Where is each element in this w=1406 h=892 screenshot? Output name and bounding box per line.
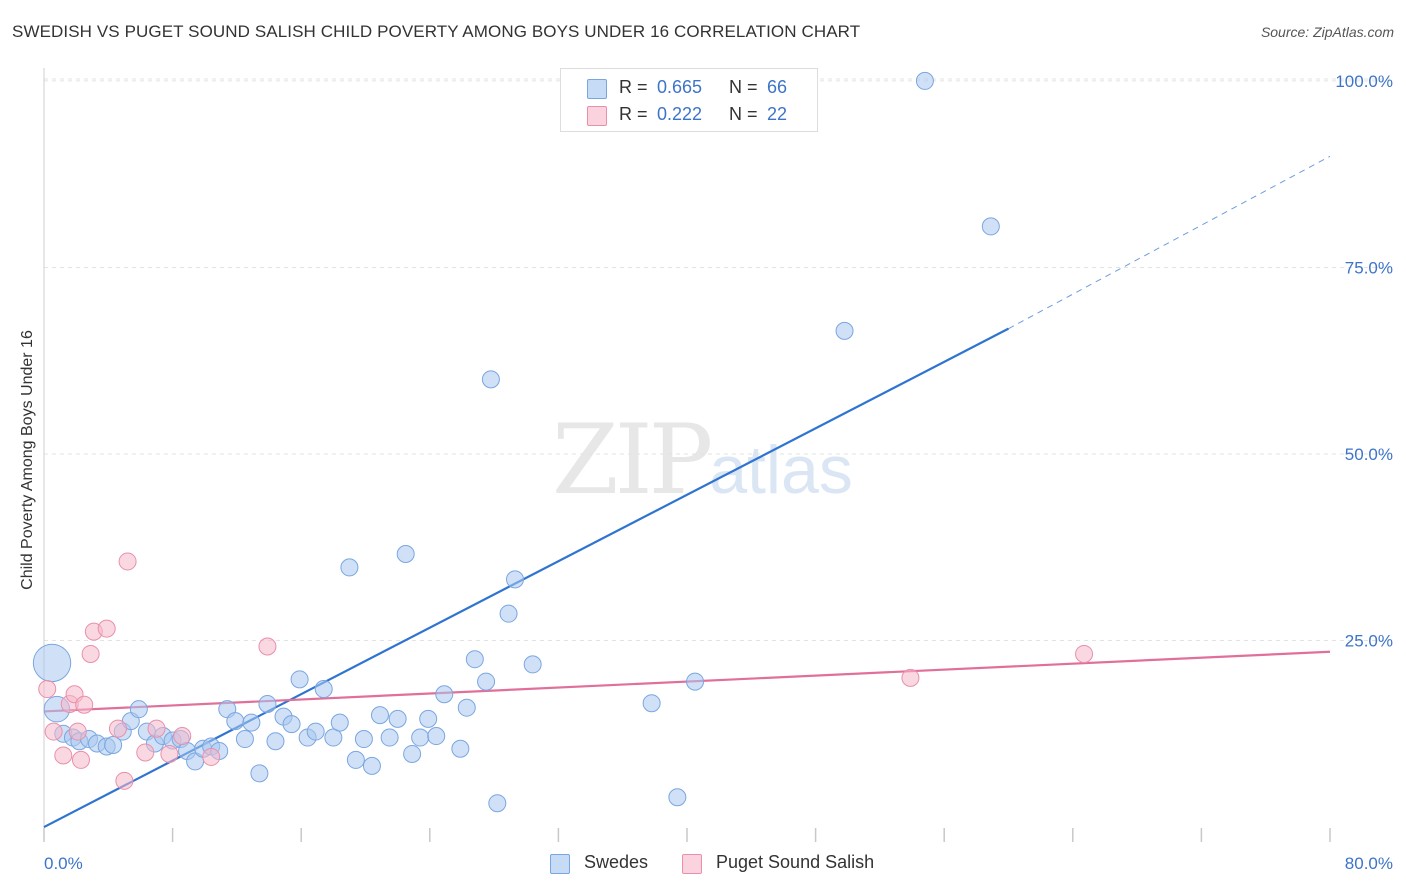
point-swedes bbox=[282, 715, 301, 734]
legend-swatch-swedes bbox=[587, 79, 607, 99]
point-swedes bbox=[346, 750, 365, 769]
point-swedes bbox=[250, 764, 269, 783]
grid-lines bbox=[44, 78, 1390, 642]
trend-extension-swedes bbox=[1008, 155, 1331, 330]
legend-n-value: 66 bbox=[767, 77, 788, 97]
point-swedes bbox=[915, 71, 934, 90]
point-salish bbox=[160, 744, 179, 763]
tick-labels: 25.0% 50.0% 75.0% 100.0% 0.0% 80.0% bbox=[44, 72, 1393, 873]
point-salish bbox=[54, 746, 73, 765]
point-salish bbox=[1075, 644, 1094, 663]
point-swedes bbox=[477, 672, 496, 691]
legend-r-label: R = bbox=[619, 77, 648, 97]
point-salish bbox=[136, 743, 155, 762]
point-swedes bbox=[380, 728, 399, 747]
point-salish bbox=[71, 750, 90, 769]
legend-row-swedes: R = 0.665 N = 66 bbox=[561, 73, 817, 101]
legend-swatch-salish bbox=[587, 106, 607, 126]
bottom-legend-label-swedes: Swedes bbox=[584, 852, 649, 872]
point-salish bbox=[75, 695, 94, 714]
bottom-legend-swatch-swedes bbox=[550, 854, 570, 874]
point-swedes bbox=[370, 706, 389, 725]
point-swedes bbox=[242, 713, 261, 732]
point-swedes bbox=[354, 730, 373, 749]
x-tick-label-min: 0.0% bbox=[44, 854, 83, 873]
point-swedes bbox=[388, 709, 407, 728]
point-swedes bbox=[266, 732, 285, 751]
point-salish bbox=[38, 680, 57, 699]
point-swedes bbox=[465, 650, 484, 669]
y-tick-label: 25.0% bbox=[1345, 632, 1393, 651]
point-salish bbox=[97, 619, 116, 638]
legend-n-label: N = bbox=[729, 104, 758, 124]
point-salish bbox=[173, 727, 192, 746]
legend-r-value: 0.222 bbox=[657, 104, 703, 124]
point-swedes bbox=[306, 722, 325, 741]
point-swedes bbox=[396, 544, 415, 563]
point-swedes bbox=[427, 727, 446, 746]
point-swedes bbox=[330, 713, 349, 732]
point-swedes bbox=[235, 730, 254, 749]
x-tick-label-max: 80.0% bbox=[1345, 854, 1393, 873]
point-salish bbox=[81, 644, 100, 663]
point-salish bbox=[108, 719, 127, 738]
point-swedes bbox=[435, 685, 454, 704]
point-swedes bbox=[104, 736, 123, 754]
point-swedes bbox=[981, 217, 1000, 236]
axes bbox=[43, 68, 1331, 842]
point-swedes bbox=[523, 655, 542, 674]
point-swedes bbox=[488, 794, 507, 813]
point-swedes bbox=[32, 643, 72, 683]
point-swedes bbox=[362, 756, 381, 775]
point-salish bbox=[147, 719, 166, 738]
point-swedes bbox=[258, 694, 277, 713]
point-salish bbox=[118, 552, 137, 571]
point-salish bbox=[901, 668, 920, 687]
point-swedes bbox=[403, 744, 422, 763]
legend-r-label: R = bbox=[619, 104, 648, 124]
point-swedes bbox=[686, 672, 705, 691]
legend-n-value: 22 bbox=[767, 104, 788, 124]
point-swedes bbox=[642, 694, 661, 713]
point-swedes bbox=[457, 698, 476, 717]
y-tick-label: 100.0% bbox=[1335, 72, 1393, 91]
point-swedes bbox=[129, 700, 148, 719]
zipatlas-watermark: ZIPatlas bbox=[552, 404, 853, 516]
point-salish bbox=[202, 747, 221, 766]
point-swedes bbox=[451, 739, 470, 758]
point-swedes bbox=[340, 558, 359, 577]
data-points bbox=[32, 71, 1094, 813]
legend-row-salish: R = 0.222 N = 22 bbox=[561, 100, 817, 128]
point-swedes bbox=[324, 728, 343, 747]
point-swedes bbox=[419, 709, 438, 728]
point-salish bbox=[44, 722, 63, 741]
point-swedes bbox=[481, 370, 500, 389]
point-swedes bbox=[499, 604, 518, 623]
point-swedes bbox=[314, 680, 333, 699]
bottom-legend-label-salish: Puget Sound Salish bbox=[716, 852, 875, 872]
point-salish bbox=[68, 722, 87, 741]
point-swedes bbox=[835, 321, 854, 340]
chart-title: SWEDISH VS PUGET SOUND SALISH CHILD POVE… bbox=[12, 22, 861, 41]
point-salish bbox=[115, 771, 134, 790]
y-tick-label: 75.0% bbox=[1345, 258, 1393, 277]
legend-n-label: N = bbox=[729, 77, 758, 97]
y-tick-label: 50.0% bbox=[1345, 445, 1393, 464]
legend-r-value: 0.665 bbox=[657, 77, 703, 97]
point-swedes bbox=[411, 728, 430, 747]
point-salish bbox=[258, 637, 277, 656]
correlation-legend: R = 0.665 N = 66 R = 0.222 N = 22 bbox=[560, 68, 818, 132]
point-swedes bbox=[290, 670, 309, 689]
point-swedes bbox=[226, 712, 245, 731]
watermark-zip: ZIP bbox=[552, 404, 713, 516]
point-swedes bbox=[505, 570, 524, 589]
bottom-legend-swatch-salish bbox=[682, 854, 702, 874]
point-swedes bbox=[668, 788, 687, 807]
source-credit: Source: ZipAtlas.com bbox=[1260, 24, 1394, 40]
